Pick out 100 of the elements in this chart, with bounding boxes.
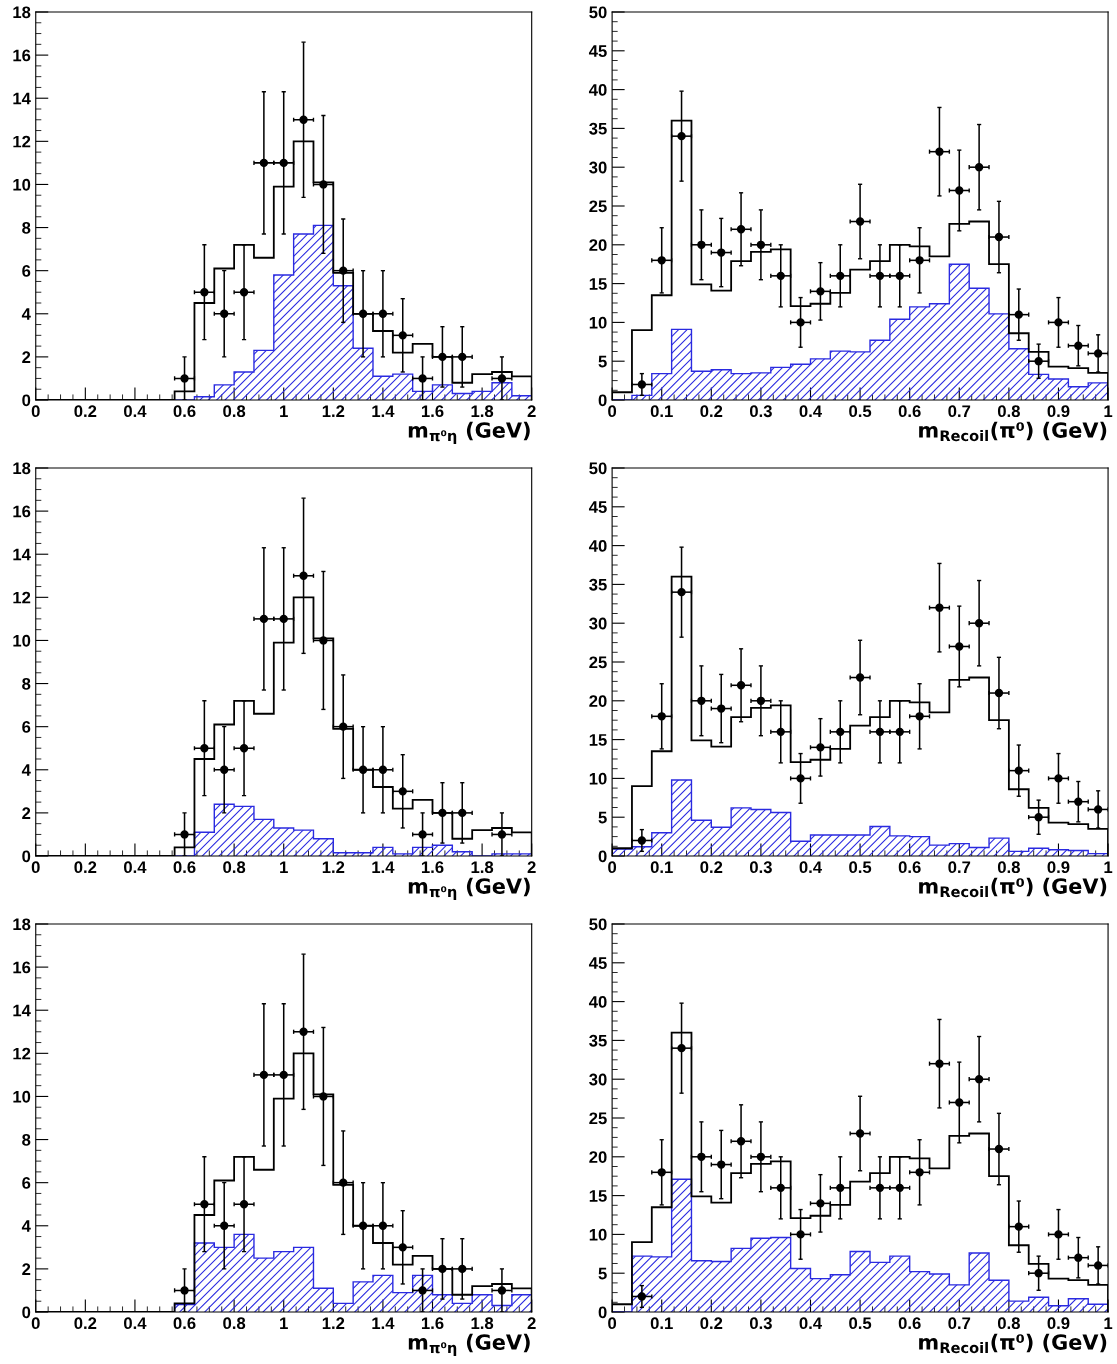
y-tick-label: 30 (589, 617, 607, 630)
point (1074, 797, 1083, 806)
point (915, 712, 924, 721)
y-tick-label: 35 (589, 578, 607, 591)
point (875, 727, 885, 737)
x-tick-label: 2 (527, 1317, 536, 1329)
y-tick-label: 16 (13, 505, 31, 518)
x-tick-label: 0.6 (173, 405, 196, 418)
point (299, 571, 308, 580)
y-tick-label: 45 (588, 45, 607, 57)
y-tick-label: 16 (13, 961, 31, 974)
point (239, 1200, 249, 1209)
point (756, 240, 766, 249)
point (279, 614, 288, 624)
point (816, 287, 825, 296)
point (994, 1144, 1004, 1154)
point (200, 744, 209, 753)
point (717, 248, 726, 257)
x-tick-label: 0.6 (173, 1317, 196, 1330)
point (1054, 774, 1063, 783)
x-tick-label: 1.8 (471, 1317, 494, 1330)
y-tick-label: 4 (21, 308, 31, 320)
point (736, 681, 746, 690)
x-axis-title: m$_{Recoil}$(π⁰) (GeV) (919, 1333, 1107, 1354)
point (1054, 318, 1063, 327)
point (279, 158, 288, 168)
point (378, 1221, 388, 1230)
point (458, 352, 467, 362)
point (200, 288, 209, 297)
y-tick-label: 35 (589, 1034, 607, 1047)
point (438, 808, 447, 818)
x-axis-title: m$_{Recoil}$(π⁰) (GeV) (919, 877, 1107, 898)
point (756, 1152, 766, 1161)
point (358, 765, 368, 774)
y-tick-label: 10 (13, 178, 31, 191)
point (697, 696, 706, 705)
x-axis-title: m$_{π⁰η}$ (GeV) (408, 877, 530, 901)
y-tick-label: 8 (22, 1133, 31, 1146)
y-tick-label: 0 (22, 1306, 31, 1319)
x-tick-label: 0.4 (799, 405, 822, 418)
point (339, 1178, 348, 1187)
y-tick-label: 12 (13, 135, 31, 148)
x-tick-label: 0.6 (898, 405, 921, 418)
y-tick-label: 6 (22, 265, 31, 277)
y-tick-label: 40 (588, 540, 607, 552)
point (1034, 1269, 1043, 1278)
x-tick-label: 0.4 (124, 405, 147, 418)
point (935, 603, 944, 612)
point (915, 256, 924, 265)
point (279, 1070, 288, 1080)
y-tick-label: 18 (13, 462, 31, 475)
point (299, 1027, 308, 1036)
x-tick-label: 0.6 (898, 861, 921, 874)
y-tick-label: 12 (13, 591, 31, 604)
y-tick-label: 15 (589, 1190, 607, 1202)
point (299, 115, 308, 124)
y-tick-label: 8 (22, 677, 31, 690)
x-tick-label: 0.8 (997, 1317, 1020, 1330)
point (935, 1059, 944, 1068)
point (836, 271, 845, 281)
y-tick-label: 10 (13, 1090, 31, 1103)
x-tick-label: 0.5 (849, 405, 872, 418)
x-tick-label: 1.8 (471, 861, 494, 874)
x-tick-label: 1 (1104, 405, 1113, 417)
y-tick-label: 25 (589, 1112, 607, 1125)
y-tick-label: 5 (598, 355, 607, 368)
point (1014, 766, 1023, 775)
point (239, 744, 249, 753)
x-tick-label: 0 (608, 405, 617, 418)
point (955, 186, 964, 195)
x-tick-label: 0.7 (948, 861, 971, 874)
point (398, 331, 407, 340)
point (796, 774, 805, 783)
point (955, 1098, 964, 1107)
x-tick-label: 1.4 (372, 861, 395, 873)
point (1034, 813, 1043, 822)
point (220, 309, 229, 318)
x-tick-label: 0.2 (700, 1317, 723, 1330)
point (1074, 1253, 1083, 1262)
point (319, 636, 328, 645)
point (358, 309, 368, 318)
point (637, 836, 647, 845)
point (697, 240, 706, 249)
y-tick-label: 10 (13, 634, 31, 647)
point (418, 374, 427, 383)
point (796, 318, 805, 327)
x-tick-label: 2 (527, 861, 536, 873)
point (1074, 341, 1083, 350)
x-tick-label: 0 (31, 405, 40, 418)
point (855, 217, 865, 226)
x-tick-label: 0.3 (749, 1317, 772, 1330)
point (756, 696, 766, 705)
point (180, 1286, 189, 1295)
point (875, 271, 885, 281)
point (974, 619, 984, 628)
x-tick-label: 1 (1104, 861, 1113, 873)
x-tick-label: 1 (280, 405, 288, 417)
point (776, 727, 785, 737)
point (855, 673, 865, 682)
x-tick-label: 1.4 (372, 405, 395, 417)
